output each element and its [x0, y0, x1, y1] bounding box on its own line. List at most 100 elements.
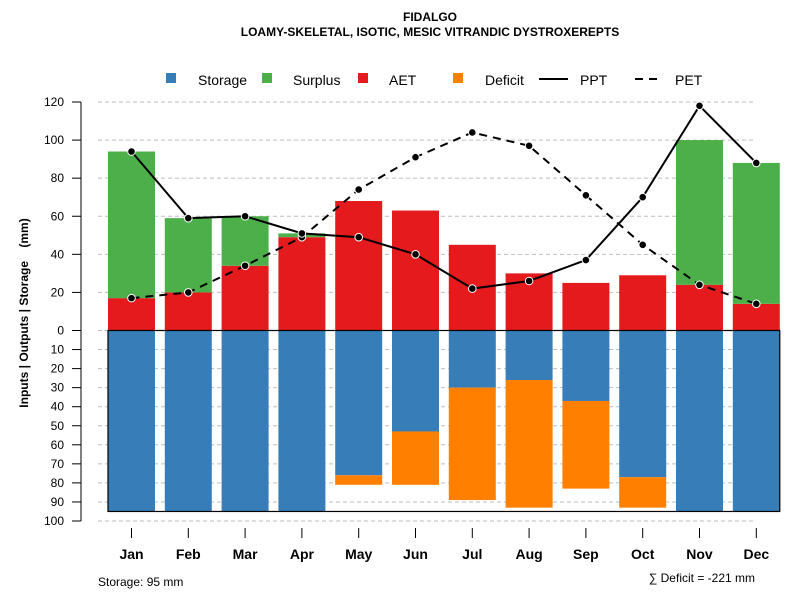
pet-point — [468, 128, 477, 137]
lines — [127, 101, 761, 309]
legend-label-pet: PET — [675, 72, 703, 88]
x-tick-label: Mar — [233, 546, 258, 562]
chart-subtitle: LOAMY-SKELETAL, ISOTIC, MESIC VITRANDIC … — [241, 25, 619, 39]
ppt-point — [184, 213, 193, 223]
y-tick-label: 50 — [51, 419, 65, 433]
legend-label-storage: Storage — [198, 72, 247, 88]
pet-point — [184, 288, 193, 297]
bar-aet — [221, 265, 269, 331]
y-tick-label: 20 — [51, 285, 65, 299]
ppt-line — [130, 104, 758, 290]
legend-swatch-surplus — [262, 73, 272, 83]
bar-storage — [732, 330, 780, 512]
bar-surplus — [676, 140, 723, 285]
bar-deficit — [505, 380, 553, 508]
y-axis-label: Inputs | Outputs | Storage (mm) — [17, 218, 31, 407]
bar-deficit — [392, 431, 439, 485]
legend-swatch-aet — [358, 73, 368, 83]
bar-aet — [562, 282, 610, 331]
bar-storage — [505, 330, 553, 381]
bar-deficit — [619, 477, 667, 508]
pet-point — [240, 261, 250, 271]
bar-surplus — [221, 216, 269, 266]
x-tick-label: Oct — [631, 546, 655, 562]
bar-aet — [676, 284, 723, 331]
y-tick-label: 40 — [51, 247, 65, 261]
x-tick-label: Apr — [290, 546, 315, 562]
bar-surplus — [732, 162, 780, 304]
bar-deficit — [562, 400, 610, 489]
deficit-sum-annotation: ∑ Deficit = -221 mm — [649, 571, 755, 585]
x-tick-label: Jan — [119, 546, 143, 562]
bar-storage — [335, 330, 383, 476]
y-tick-label: 30 — [51, 381, 65, 395]
storage-annotation: Storage: 95 mm — [98, 575, 183, 589]
pet-line — [131, 131, 757, 305]
ppt-point — [638, 192, 648, 202]
x-tick-label: Jun — [403, 546, 428, 562]
bar-aet — [732, 303, 780, 331]
ppt-point — [297, 229, 307, 238]
y-tick-label: 120 — [44, 95, 64, 109]
bar-surplus — [164, 218, 212, 293]
bar-storage — [676, 330, 723, 512]
chart-title: FIDALGO — [403, 10, 457, 24]
pet-point — [524, 141, 534, 151]
bar-aet — [164, 292, 212, 331]
y-tick-label: 80 — [51, 476, 65, 490]
legend-swatch-storage — [166, 73, 176, 83]
pet-point — [638, 240, 648, 250]
legend-label-aet: AET — [389, 72, 417, 88]
ppt-point — [524, 276, 534, 286]
storage-capacity-box — [107, 329, 781, 513]
pet-point — [695, 280, 704, 290]
pet-point — [354, 185, 364, 194]
ppt-point — [411, 250, 420, 259]
bar-surplus — [108, 151, 155, 299]
y-tick-label: 100 — [44, 133, 64, 147]
y-tick-label: 20 — [51, 362, 65, 376]
bar-aet — [108, 298, 155, 331]
y-ticks: 0 20 40 60 80 100 120 10 20 30 40 50 60 70 80 90 100 — [44, 95, 81, 528]
bar-storage — [562, 330, 610, 401]
ppt-point — [240, 211, 250, 221]
ppt-point — [581, 255, 591, 265]
legend-label-deficit: Deficit — [485, 72, 524, 88]
x-tick-label: Nov — [686, 546, 713, 562]
x-tick-label: May — [345, 546, 372, 562]
ppt-point — [695, 101, 704, 111]
x-tick-label: Jul — [462, 546, 482, 562]
bar-storage — [108, 330, 155, 512]
pet-point — [127, 293, 136, 303]
ppt-point — [127, 147, 136, 156]
bar-storage — [221, 330, 269, 512]
y-tick-label: 100 — [44, 514, 64, 528]
pet-point — [752, 299, 761, 309]
bar-deficit — [448, 387, 496, 501]
bar-aet — [619, 275, 667, 331]
ppt-point — [354, 232, 364, 242]
x-tick-label: Sep — [573, 546, 599, 562]
y-tick-label: 0 — [57, 324, 64, 338]
pet-point — [581, 191, 591, 200]
x-tick-label: Aug — [515, 546, 542, 562]
ppt-point — [468, 284, 477, 293]
x-ticks: Jan Feb Mar Apr May Jun Jul Aug Sep Oct Nov Dec — [119, 528, 769, 562]
bar-deficit — [335, 475, 383, 485]
legend: Storage Surplus AET Deficit PPT PET — [166, 72, 703, 88]
legend-swatch-deficit — [453, 73, 463, 83]
bar-aet — [392, 210, 439, 331]
legend-label-ppt: PPT — [580, 72, 608, 88]
y-tick-label: 60 — [51, 209, 65, 223]
bar-aet — [335, 201, 383, 331]
bar-storage — [392, 330, 439, 432]
y-tick-label: 60 — [51, 438, 65, 452]
pet-point — [411, 152, 420, 162]
bar-storage — [619, 330, 667, 478]
y-tick-label: 90 — [51, 495, 65, 509]
ppt-point — [752, 158, 761, 168]
x-tick-label: Feb — [176, 546, 201, 562]
y-tick-label: 40 — [51, 400, 65, 414]
bar-aet — [278, 237, 326, 331]
